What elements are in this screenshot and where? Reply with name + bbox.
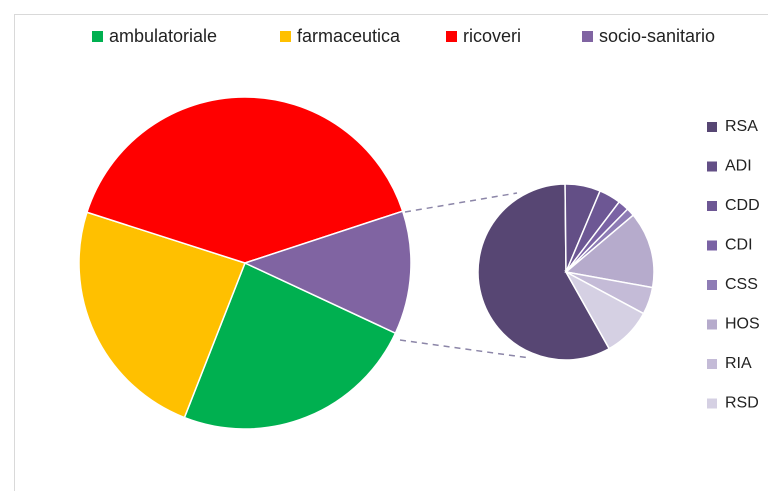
connector (404, 192, 518, 213)
legend-swatch (707, 122, 717, 132)
pie-slice (477, 183, 611, 361)
legend-swatch (582, 31, 593, 42)
legend-label: RSD (725, 395, 759, 412)
legend-label: socio-sanitario (599, 26, 715, 46)
pie-slice (86, 96, 404, 264)
legend-swatch (707, 280, 717, 290)
legend-label: CSS (725, 276, 758, 293)
legend-label: RIA (725, 355, 752, 372)
legend-swatch (446, 31, 457, 42)
legend-swatch (707, 161, 717, 172)
legend-label: RSA (725, 118, 758, 135)
legend-label: ambulatoriale (109, 26, 217, 46)
legend-label: farmaceutica (297, 26, 401, 46)
legend-label: CDD (725, 197, 760, 214)
legend-label: ADI (725, 158, 752, 175)
pie-slice (242, 210, 412, 335)
pie-slice (564, 270, 645, 350)
legend-swatch (707, 359, 717, 369)
legend-label: ricoveri (463, 26, 521, 46)
legend-swatch (707, 319, 717, 330)
pie-slice (78, 211, 246, 419)
plot: ambulatoriale farmaceutica ricoveri socio-s… (78, 26, 760, 430)
legend-swatch (707, 240, 717, 251)
legend-swatch (280, 31, 291, 42)
legend-label: CDI (725, 237, 753, 254)
legend-swatch (707, 398, 717, 409)
legend-swatch (92, 31, 103, 42)
legend-label: HOS (725, 316, 760, 333)
pie-slice (183, 261, 397, 430)
pie-slice (564, 214, 655, 289)
legend-swatch (707, 201, 717, 211)
